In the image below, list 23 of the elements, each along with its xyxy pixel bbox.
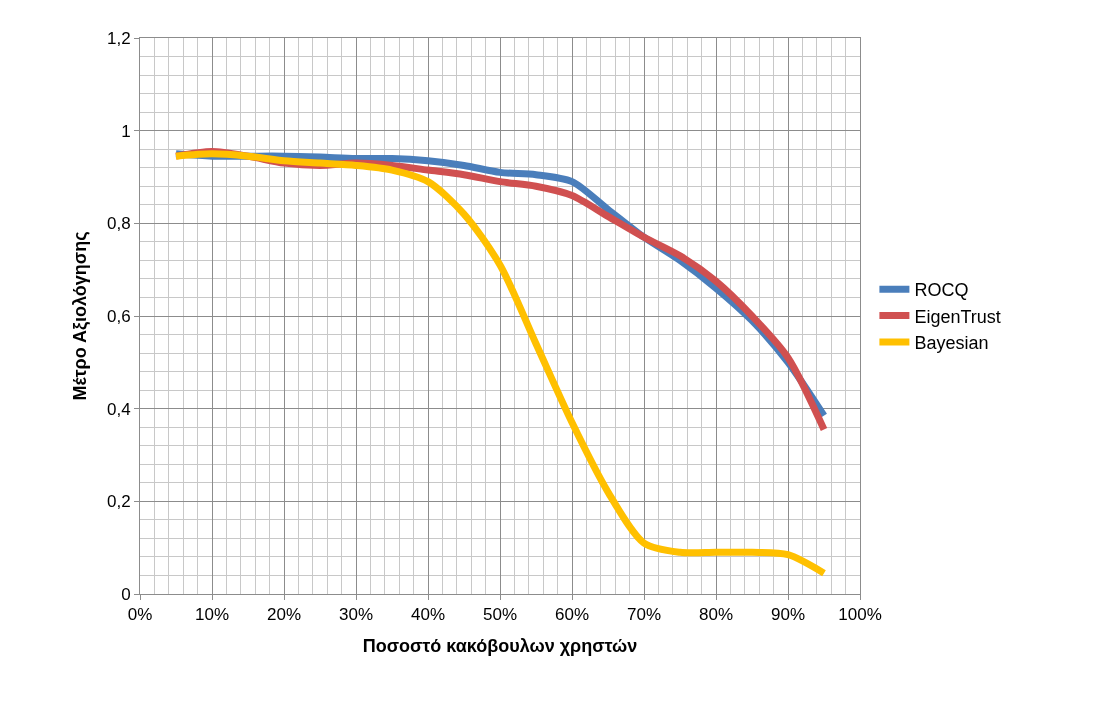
y-tick-label: 1,2 [106, 28, 131, 48]
legend-label: ROCQ [914, 280, 969, 301]
x-tick-label: 40% [410, 605, 446, 625]
y-tick-label: 0,8 [106, 214, 131, 234]
y-tick-label: 0,2 [106, 492, 131, 512]
x-tick-label: 50% [482, 605, 518, 625]
x-tick-label: 30% [338, 605, 374, 625]
y-tick-label: 0,6 [106, 306, 131, 326]
x-tick-label: 20% [266, 605, 302, 625]
x-tick-label: 80% [698, 605, 734, 625]
y-tick-label: 1 [121, 121, 131, 141]
legend-label: EigenTrust [914, 306, 1001, 327]
x-axis-title: Ποσοστό κακόβουλων χρηστών [362, 635, 638, 656]
x-tick-label: 60% [554, 605, 590, 625]
y-tick-label: 0,4 [106, 399, 131, 419]
x-tick-label: 100% [838, 605, 882, 625]
y-axis-title: Μέτρο Αξιολόγησης [70, 231, 92, 401]
x-tick-label: 90% [770, 605, 806, 625]
x-tick-label: 0% [127, 605, 153, 625]
y-tick-label: 0 [121, 584, 131, 604]
x-tick-label: 10% [194, 605, 230, 625]
legend-label: Bayesian [914, 333, 989, 354]
x-tick-label: 70% [626, 605, 662, 625]
